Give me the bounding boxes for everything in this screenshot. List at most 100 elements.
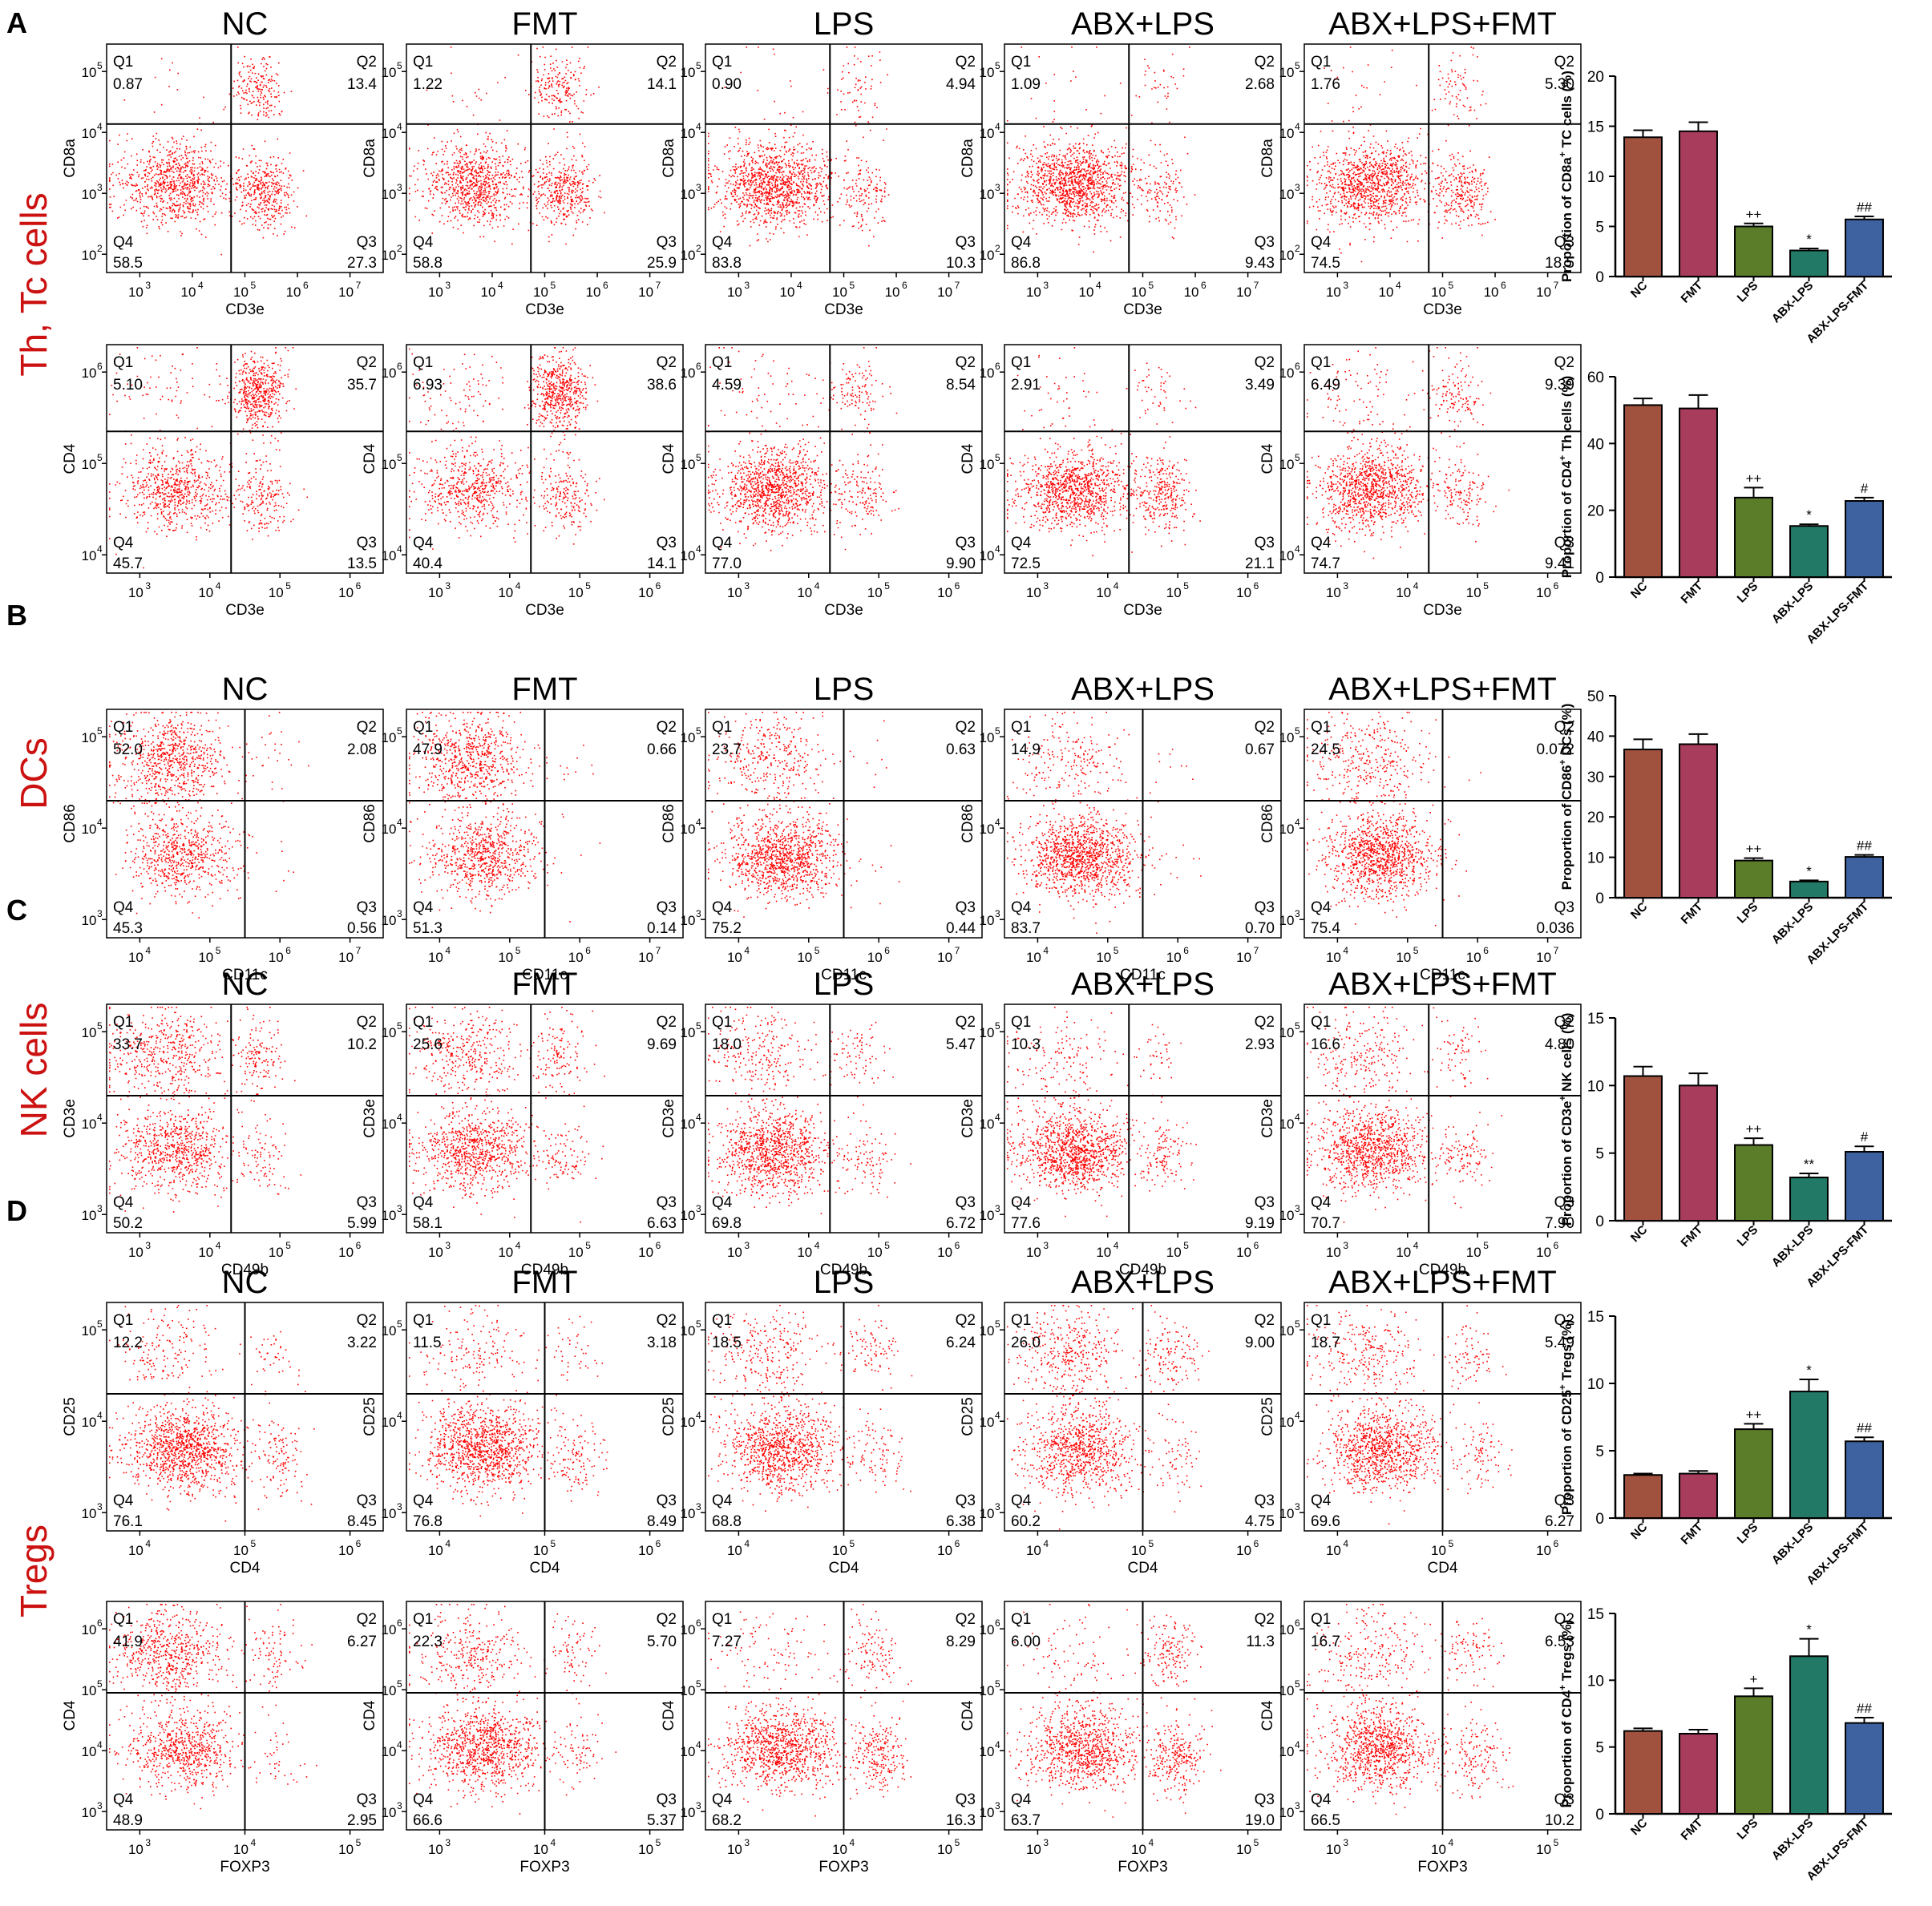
x-tick-exponent: 5 (515, 945, 521, 956)
quadrant-value: 45.3 (113, 920, 143, 937)
category-label: NC (1628, 900, 1650, 922)
x-tick-label: 10 (1026, 585, 1041, 600)
significance-label: # (1861, 481, 1869, 496)
y-tick-exponent: 3 (995, 1501, 1000, 1512)
y-tick-label: 10 (82, 1506, 97, 1521)
x-tick-exponent: 3 (1043, 280, 1049, 291)
y-tick-label: 10 (681, 457, 696, 472)
y-tick-exponent: 4 (397, 1112, 402, 1123)
x-tick-label: 10 (1326, 950, 1341, 965)
quadrant-label: Q2 (956, 1312, 976, 1329)
y-tick-label: 10 (980, 1805, 995, 1820)
quadrant-value: 14.1 (647, 555, 677, 572)
x-tick-exponent: 5 (1483, 1240, 1489, 1251)
y-tick-exponent: 3 (97, 182, 103, 193)
quadrant-value: 0.70 (1245, 920, 1275, 937)
quadrant-label: Q3 (1554, 1492, 1574, 1509)
y-tick-label: 10 (382, 548, 397, 563)
quadrant-value: 68.2 (712, 1812, 742, 1829)
y-tick-label: 10 (382, 1744, 397, 1759)
x-tick-exponent: 6 (1254, 580, 1259, 592)
y-tick-label: 10 (681, 1208, 696, 1223)
x-tick-exponent: 6 (356, 1538, 362, 1549)
quadrant-value: 51.3 (413, 920, 443, 937)
y-tick-label: 5 (1595, 1444, 1604, 1460)
x-tick-label: 10 (428, 1842, 443, 1857)
y-tick-exponent: 3 (397, 908, 402, 919)
quadrant-value: 0.56 (347, 920, 377, 937)
y-tick-label: 15 (1587, 1309, 1604, 1326)
x-tick-exponent: 3 (1043, 1240, 1049, 1251)
y-tick-exponent: 5 (696, 1318, 701, 1330)
scatter-dots (1007, 1007, 1197, 1217)
quadrant-value: 16.7 (1311, 1633, 1340, 1650)
x-axis-label: CD3e (824, 602, 863, 619)
y-tick-label: 10 (382, 1415, 397, 1430)
quadrant-label: Q3 (657, 535, 677, 551)
y-tick-label: 10 (82, 1117, 97, 1132)
y-axis-label: Proportion of CD8a+ TC cells (%) (1557, 71, 1574, 282)
x-tick-label: 10 (727, 585, 742, 600)
y-tick-label: 10 (1279, 548, 1295, 563)
x-axis-label: FOXP3 (1118, 1859, 1167, 1876)
y-tick-exponent: 4 (1295, 543, 1300, 555)
quadrant-value: 1.76 (1311, 76, 1340, 93)
bar (1679, 407, 1718, 579)
quadrant-value: 18.5 (712, 1335, 742, 1351)
x-tick-exponent: 4 (1413, 580, 1419, 592)
y-tick-exponent: 4 (696, 817, 701, 828)
category-label: LPS (1735, 1520, 1761, 1547)
bar (1623, 1474, 1663, 1519)
quadrant-label: Q3 (956, 1194, 976, 1211)
quadrant-value: 60.2 (1011, 1513, 1041, 1530)
y-tick-exponent: 5 (1295, 725, 1300, 737)
y-tick-label: 10 (82, 913, 97, 928)
x-tick-exponent: 6 (1254, 1538, 1259, 1549)
y-tick-label: 10 (681, 822, 696, 837)
quadrant-label: Q2 (1554, 1611, 1574, 1628)
x-tick-exponent: 6 (955, 1538, 960, 1549)
section-letter: A (6, 6, 27, 39)
x-axis-label: CD11c (1120, 967, 1166, 983)
y-tick-label: 10 (1279, 1744, 1295, 1759)
significance-label: ++ (1746, 842, 1762, 857)
x-axis-label: CD4 (1427, 1560, 1457, 1577)
x-tick-exponent: 5 (850, 280, 855, 291)
y-tick-label: 10 (382, 822, 397, 837)
quadrant-value: 5.37 (647, 1812, 677, 1829)
x-tick-label: 10 (727, 285, 742, 300)
y-tick-exponent: 6 (397, 1617, 402, 1629)
quadrant-label: Q3 (1255, 1492, 1275, 1509)
x-tick-label: 10 (1466, 1245, 1481, 1260)
quadrant-value: 66.5 (1311, 1812, 1340, 1829)
quadrant-value: 77.0 (712, 555, 742, 572)
quadrant-label: Q4 (413, 535, 434, 551)
x-tick-label: 10 (128, 1543, 143, 1558)
quadrant-label: Q2 (1255, 1014, 1275, 1031)
category-label: NC (1628, 279, 1650, 301)
x-tick-label: 10 (1166, 585, 1182, 600)
y-tick-label: 10 (1587, 1078, 1604, 1095)
y-tick-exponent: 5 (397, 452, 402, 463)
x-tick-exponent: 4 (216, 580, 221, 592)
y-tick-label: 20 (1587, 503, 1604, 520)
x-tick-exponent: 4 (814, 1240, 820, 1251)
y-tick-label: 10 (681, 65, 696, 80)
y-tick-exponent: 3 (1295, 1501, 1300, 1512)
y-tick-label: 10 (1279, 1415, 1295, 1430)
quadrant-label: Q3 (956, 899, 976, 916)
x-tick-label: 10 (797, 1245, 812, 1260)
x-tick-exponent: 3 (744, 580, 750, 592)
x-tick-label: 10 (428, 950, 443, 965)
quadrant-label: Q3 (1554, 535, 1574, 551)
category-label: LPS (1735, 279, 1761, 305)
significance-label: ++ (1746, 470, 1762, 486)
y-tick-label: 0 (1595, 1511, 1604, 1528)
x-tick-exponent: 5 (814, 945, 820, 956)
group-title: NC (222, 672, 269, 707)
y-tick-label: 10 (1279, 1683, 1295, 1698)
quadrant-label: Q2 (657, 1312, 677, 1329)
x-axis-label: CD4 (529, 1560, 560, 1577)
y-tick-exponent: 5 (995, 725, 1000, 737)
quadrant-label: Q2 (1255, 54, 1275, 71)
